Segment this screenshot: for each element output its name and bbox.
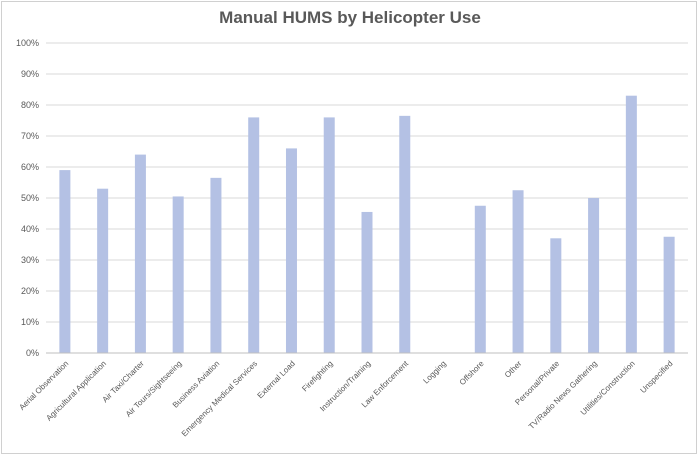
x-tick-label: Unspecified (639, 359, 675, 395)
bars (59, 95, 675, 354)
bar (285, 148, 297, 353)
y-tick-label: 60% (21, 162, 39, 172)
bar (588, 198, 600, 353)
bar (550, 238, 562, 353)
bar (474, 205, 486, 353)
x-tick-label: TV/Radio News Gathering (527, 359, 599, 431)
bar (248, 117, 260, 354)
y-tick-label: 0% (26, 348, 39, 358)
y-tick-label: 50% (21, 193, 39, 203)
bar (399, 115, 411, 353)
x-tick-label: Offshore (458, 359, 486, 387)
bar (663, 236, 675, 353)
x-tick-label: Emergency Medical Services (180, 359, 259, 438)
y-tick-label: 20% (21, 286, 39, 296)
bar (210, 177, 222, 353)
y-tick-label: 40% (21, 224, 39, 234)
y-tick-label: 10% (21, 317, 39, 327)
x-tick-label: Firefighting (300, 359, 334, 393)
bar (134, 154, 146, 353)
x-tick-label: External Load (256, 359, 297, 400)
x-tick-label: Other (503, 359, 524, 380)
y-tick-label: 100% (16, 38, 39, 48)
bar (625, 95, 637, 353)
bar (97, 188, 109, 353)
y-tick-label: 90% (21, 69, 39, 79)
y-axis-ticks: 0% 10% 20% 30% 40% 50% 60% 70% 80% 90% 100% (16, 38, 39, 358)
x-tick-label: Logging (421, 359, 448, 386)
y-tick-label: 80% (21, 100, 39, 110)
y-tick-label: 70% (21, 131, 39, 141)
y-tick-label: 30% (21, 255, 39, 265)
bar (512, 190, 524, 353)
bar (323, 117, 335, 354)
bar (59, 170, 71, 353)
bar (172, 196, 184, 353)
chart-title: Manual HUMS by Helicopter Use (219, 8, 481, 27)
bar (361, 211, 373, 353)
